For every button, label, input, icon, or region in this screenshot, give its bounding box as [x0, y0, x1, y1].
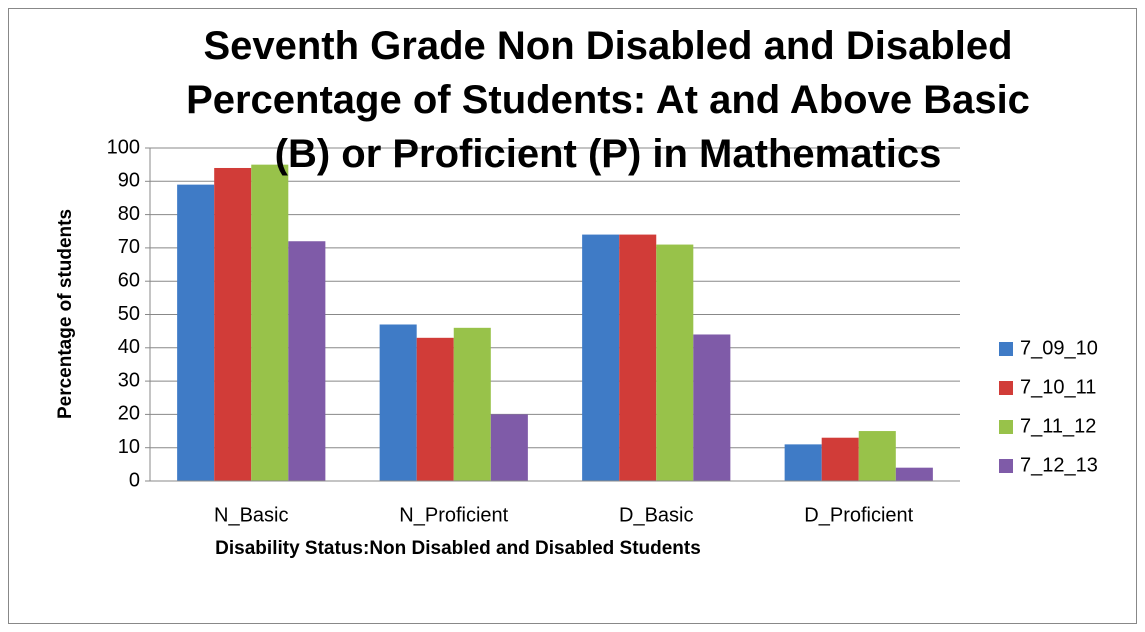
- y-tick-label: 40: [118, 336, 140, 358]
- legend-swatch: [999, 342, 1013, 356]
- bar: [214, 167, 252, 482]
- y-tick-label: 70: [118, 236, 140, 258]
- legend-swatch: [999, 381, 1013, 395]
- y-tick-label: 60: [118, 269, 140, 291]
- legend-label: 7_11_12: [1020, 415, 1096, 437]
- y-tick-label: 50: [118, 303, 140, 325]
- legend-label: 7_12_13: [1020, 454, 1098, 476]
- bar: [821, 437, 859, 481]
- bar: [453, 327, 491, 481]
- chart-title: Seventh Grade Non Disabled and Disabled P…: [186, 24, 1030, 176]
- bar: [288, 241, 326, 481]
- x-axis-label: Disability Status:Non Disabled and Disab…: [215, 538, 701, 559]
- bar: [858, 431, 896, 481]
- legend-label: 7_09_10: [1020, 337, 1098, 359]
- chart-title-line: Seventh Grade Non Disabled and Disabled: [203, 24, 1012, 68]
- y-tick-label: 100: [107, 136, 140, 158]
- x-tick-label: N_Basic: [214, 504, 288, 526]
- bar: [490, 414, 528, 481]
- bar: [895, 467, 933, 481]
- bar: [693, 334, 731, 481]
- y-tick-label: 80: [118, 203, 140, 225]
- x-tick-label: N_Proficient: [399, 504, 508, 526]
- bar: [619, 234, 657, 481]
- x-tick-label: D_Basic: [619, 504, 693, 526]
- y-axis-label: Percentage of students: [55, 209, 76, 419]
- bar: [582, 234, 620, 481]
- chart-title-line: (B) or Proficient (P) in Mathematics: [275, 132, 942, 176]
- y-tick-label: 20: [118, 403, 140, 425]
- y-tick-label: 10: [118, 436, 140, 458]
- bar: [177, 184, 215, 481]
- bar: [656, 244, 694, 481]
- chart-title-line: Percentage of Students: At and Above Bas…: [186, 78, 1030, 122]
- legend-label: 7_10_11: [1020, 376, 1096, 398]
- y-tick-label: 90: [118, 170, 140, 192]
- bar: [784, 444, 822, 481]
- y-tick-label: 30: [118, 369, 140, 391]
- legend-swatch: [999, 420, 1013, 434]
- bar: [416, 337, 454, 481]
- y-tick-label: 0: [129, 469, 140, 491]
- legend-swatch: [999, 459, 1013, 473]
- bar: [379, 324, 417, 481]
- bar: [251, 164, 289, 481]
- x-tick-label: D_Proficient: [804, 504, 913, 526]
